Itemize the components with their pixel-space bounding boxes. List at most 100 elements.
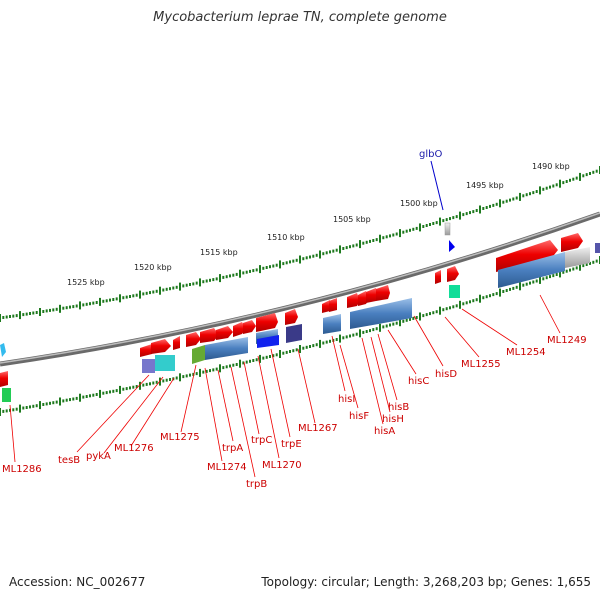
scale-tick xyxy=(379,234,381,243)
scale-tick xyxy=(155,289,158,293)
scale-tick xyxy=(532,280,535,284)
scale-tick xyxy=(22,313,25,317)
scale-tick xyxy=(9,408,11,412)
gene-label-hisF: hisF xyxy=(349,411,369,422)
scale-tick xyxy=(422,314,425,318)
scale-tick xyxy=(365,240,368,244)
scale-tick xyxy=(389,234,391,238)
scale-tick xyxy=(465,301,468,305)
scale-tick xyxy=(515,196,518,200)
scale-tick xyxy=(49,308,51,312)
scale-tick xyxy=(499,199,501,208)
scale-tick xyxy=(2,409,5,413)
scale-tick xyxy=(495,292,498,296)
scale-tick xyxy=(449,217,451,221)
gene-label-tesB: tesB xyxy=(58,455,80,466)
kbp-label: 1520 kbp xyxy=(134,263,172,272)
scale-tick xyxy=(412,316,415,320)
scale-tick xyxy=(235,363,238,366)
gene-label-ML1276: ML1276 xyxy=(114,443,154,454)
scale-tick xyxy=(102,391,105,395)
scale-tick xyxy=(169,287,171,291)
scale-tick xyxy=(25,312,28,316)
scale-tick xyxy=(2,316,5,319)
scale-tick xyxy=(509,198,511,202)
scale-tick xyxy=(122,296,125,300)
scale-tick xyxy=(325,340,328,344)
scale-tick xyxy=(362,241,365,245)
gene-boxes-row2[interactable] xyxy=(0,243,600,402)
gene-label-pykA: pykA xyxy=(86,451,111,462)
scale-tick xyxy=(385,235,388,239)
scale-tick xyxy=(65,306,68,310)
gene-label-ML1255: ML1255 xyxy=(461,359,501,370)
scale-tick xyxy=(155,380,158,384)
scale-tick xyxy=(9,315,11,318)
scale-tick xyxy=(305,345,308,349)
scale-tick xyxy=(362,330,365,334)
scale-tick xyxy=(225,365,228,369)
scale-tick xyxy=(285,261,288,265)
scale-tick xyxy=(189,373,191,377)
scale-tick xyxy=(195,281,198,285)
scale-tick xyxy=(55,400,58,404)
scale-tick xyxy=(152,381,155,385)
scale-tick xyxy=(272,354,275,358)
scale-tick xyxy=(369,329,371,333)
scale-tick xyxy=(192,372,195,376)
scale-tick xyxy=(149,382,151,386)
scale-tick xyxy=(432,222,435,225)
scale-tick xyxy=(25,406,28,409)
scale-tick xyxy=(119,385,121,394)
scale-tick xyxy=(302,346,305,350)
scale-tick xyxy=(372,328,375,332)
scale-tick xyxy=(565,180,568,183)
scale-tick xyxy=(202,370,205,374)
scale-tick xyxy=(262,356,265,360)
scale-tick xyxy=(152,290,155,294)
scale-tick xyxy=(289,260,291,264)
scale-tick xyxy=(505,289,508,292)
scale-tick xyxy=(99,389,101,398)
scale-tick xyxy=(435,310,438,314)
gene-arrows-forward[interactable] xyxy=(0,233,583,387)
scale-tick xyxy=(492,293,495,297)
kbp-label: 1500 kbp xyxy=(400,199,438,208)
scale-tick xyxy=(272,264,275,268)
scale-tick xyxy=(549,275,551,279)
scale-tick xyxy=(502,290,505,293)
scale-tick xyxy=(85,302,88,306)
scale-tick xyxy=(392,233,395,237)
scale-tick xyxy=(442,308,445,312)
scale-tick xyxy=(569,268,571,272)
scale-tick xyxy=(189,283,191,286)
scale-tick xyxy=(295,348,298,352)
scale-tick xyxy=(249,359,251,363)
scale-tick xyxy=(535,279,538,283)
scale-tick xyxy=(522,283,525,287)
glbO-feature[interactable] xyxy=(430,160,455,252)
scale-tick xyxy=(309,255,311,259)
scale-tick xyxy=(589,172,591,175)
scale-tick xyxy=(312,254,315,258)
scale-tick xyxy=(502,200,505,204)
scale-tick xyxy=(445,307,448,311)
scale-tick xyxy=(409,317,411,321)
scale-tick xyxy=(429,312,431,316)
gene-label-ML1254: ML1254 xyxy=(506,347,546,358)
scale-tick xyxy=(409,228,411,232)
scale-tick xyxy=(262,266,265,270)
scale-tick xyxy=(319,250,321,259)
scale-tick xyxy=(5,409,8,413)
scale-tick xyxy=(399,229,401,238)
scale-tick xyxy=(425,224,428,227)
scale-tick xyxy=(119,294,121,303)
scale-tick xyxy=(459,211,461,220)
scale-tick xyxy=(15,407,18,411)
scale-tick xyxy=(35,404,38,408)
scale-tick xyxy=(145,291,148,295)
scale-tick xyxy=(92,393,95,397)
scale-tick xyxy=(22,406,25,410)
scale-tick xyxy=(142,292,145,296)
